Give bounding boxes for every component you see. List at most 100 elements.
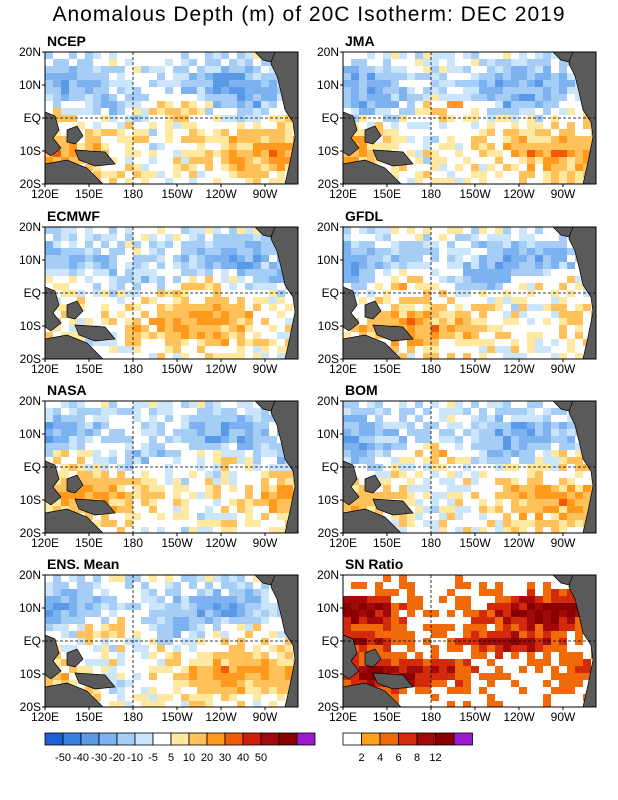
- lon-tick-label: 90W: [253, 536, 278, 550]
- lat-tick-label: EQ: [322, 460, 339, 474]
- colorbar-label: 40: [237, 752, 249, 764]
- colorbar-swatch: [398, 732, 418, 746]
- lat-tick-label: 10N: [317, 427, 339, 441]
- colorbar-swatch: [80, 732, 100, 746]
- lon-tick-label: 150E: [75, 362, 103, 376]
- lat-tick-label: EQ: [322, 111, 339, 125]
- colorbar-label: 30: [219, 752, 231, 764]
- lon-tick-label: 180: [421, 536, 441, 550]
- lat-tick-label: 20S: [318, 700, 339, 714]
- lon-tick-label: 180: [123, 187, 143, 201]
- lat-tick-label: 20S: [318, 526, 339, 540]
- lat-tick-label: 10N: [317, 78, 339, 92]
- lat-tick-label: 20N: [317, 568, 339, 582]
- colorbar-swatch: [134, 732, 154, 746]
- lat-tick-label: EQ: [24, 286, 41, 300]
- panel-title: NASA: [47, 382, 87, 398]
- lat-tick-label: 20N: [19, 220, 41, 234]
- colorbar-label: -20: [109, 752, 125, 764]
- colorbar-swatch: [188, 732, 208, 746]
- lon-tick-label: 120E: [329, 362, 357, 376]
- lon-tick-label: 90W: [551, 362, 576, 376]
- lat-tick-label: 10S: [318, 493, 339, 507]
- colorbar-swatch: [62, 732, 82, 746]
- lat-tick-label: 10N: [19, 427, 41, 441]
- colorbar-swatch: [98, 732, 118, 746]
- lat-tick-label: EQ: [24, 460, 41, 474]
- lon-tick-label: 120E: [329, 187, 357, 201]
- lon-tick-label: 90W: [253, 187, 278, 201]
- lat-tick-label: 20N: [317, 220, 339, 234]
- colorbar-label: 8: [414, 752, 420, 764]
- panel-title: NCEP: [47, 33, 86, 49]
- lat-tick-label: 10S: [318, 144, 339, 158]
- lon-tick-label: 90W: [253, 710, 278, 724]
- lon-tick-label: 150E: [373, 187, 401, 201]
- panel-title: JMA: [345, 33, 375, 49]
- lon-tick-label: 150E: [373, 710, 401, 724]
- lat-tick-label: 10N: [19, 253, 41, 267]
- lon-tick-label: 90W: [551, 536, 576, 550]
- colorbar-swatch: [361, 732, 381, 746]
- lon-tick-label: 120E: [31, 362, 59, 376]
- figure-title: Anomalous Depth (m) of 20C Isotherm: DEC…: [52, 3, 566, 26]
- colorbar-label: 5: [168, 752, 174, 764]
- lon-tick-label: 120E: [31, 187, 59, 201]
- lon-tick-label: 180: [123, 710, 143, 724]
- colorbar-label: 10: [183, 752, 195, 764]
- lat-tick-label: 10S: [318, 319, 339, 333]
- lat-tick-label: 20N: [317, 45, 339, 59]
- lon-tick-label: 150E: [373, 536, 401, 550]
- lat-tick-label: 20S: [318, 177, 339, 191]
- lat-tick-label: 20N: [317, 394, 339, 408]
- lat-tick-label: EQ: [322, 286, 339, 300]
- lon-tick-label: 120W: [503, 187, 535, 201]
- colorbar-swatch: [44, 732, 64, 746]
- lon-tick-label: 90W: [551, 710, 576, 724]
- colorbar-label: -50: [55, 752, 71, 764]
- colorbar-swatch: [242, 732, 262, 746]
- lon-tick-label: 90W: [253, 362, 278, 376]
- lat-tick-label: 10S: [318, 667, 339, 681]
- lat-tick-label: EQ: [24, 111, 41, 125]
- lon-tick-label: 150W: [459, 187, 491, 201]
- colorbar-swatch: [224, 732, 244, 746]
- lat-tick-label: EQ: [24, 634, 41, 648]
- lat-tick-label: 10S: [20, 144, 41, 158]
- colorbar-swatch: [435, 732, 455, 746]
- colorbar-swatch: [296, 732, 316, 746]
- colorbar-label: 50: [255, 752, 267, 764]
- panel-title: ECMWF: [47, 208, 100, 224]
- colorbar-swatch: [379, 732, 399, 746]
- lat-tick-label: 20N: [19, 394, 41, 408]
- lon-tick-label: 120E: [329, 710, 357, 724]
- colorbar-label: -30: [91, 752, 107, 764]
- lon-tick-label: 120W: [503, 536, 535, 550]
- lon-tick-label: 150E: [75, 710, 103, 724]
- lon-tick-label: 150E: [75, 187, 103, 201]
- colorbar-label: -40: [73, 752, 89, 764]
- lat-tick-label: 10S: [20, 667, 41, 681]
- lon-tick-label: 150W: [161, 710, 193, 724]
- lat-tick-label: 10S: [20, 319, 41, 333]
- lon-tick-label: 180: [123, 362, 143, 376]
- snr-colorbar: 2 4 6 8 12: [342, 732, 473, 764]
- panel-title: BOM: [345, 382, 378, 398]
- lon-tick-label: 120W: [503, 362, 535, 376]
- lat-tick-label: 20S: [20, 526, 41, 540]
- colorbar-swatch: [206, 732, 226, 746]
- colorbar-swatch: [342, 732, 362, 746]
- colorbar-swatch: [453, 732, 473, 746]
- colorbar-label: 12: [429, 752, 441, 764]
- colorbar-label: -5: [148, 752, 158, 764]
- lon-tick-label: 150E: [75, 536, 103, 550]
- lon-tick-label: 120W: [205, 362, 237, 376]
- lat-tick-label: 10N: [317, 253, 339, 267]
- lat-tick-label: 20S: [318, 352, 339, 366]
